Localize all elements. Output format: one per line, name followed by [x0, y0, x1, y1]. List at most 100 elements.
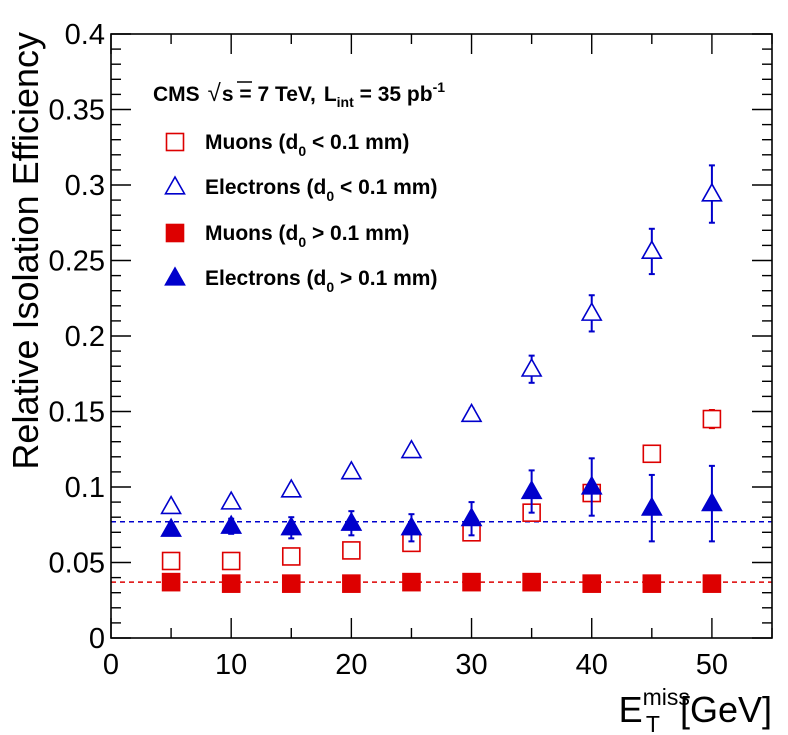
data-point [460, 507, 483, 527]
x-axis-label-sub: T [646, 711, 660, 735]
series-triangle-filled [160, 457, 723, 543]
data-point [340, 511, 363, 531]
legend-label: Muons (d0 > 0.1 mm) [205, 222, 409, 250]
data-point [640, 496, 663, 516]
data-point [342, 574, 361, 593]
data-point [161, 551, 181, 571]
y-tick-label: 0.25 [49, 246, 105, 278]
data-point [642, 574, 662, 593]
legend-label-tail: > 0.1 mm) [306, 222, 409, 245]
x-axis-label: Emiss T [GeV] [619, 684, 772, 735]
legend-label-tail: < 0.1 mm) [334, 176, 437, 199]
series-square-open [161, 408, 722, 571]
legend-label-main: Electrons (d [205, 267, 326, 290]
x-tick-label: 10 [215, 649, 247, 681]
x-tick-label: 30 [455, 649, 487, 681]
data-point [582, 574, 602, 593]
tick-labels: 0 10 20 30 40 50 0 0.05 0.1 0.15 0.2 0.25 0.3 0.35 0.4 [49, 19, 728, 681]
data-point [280, 516, 303, 536]
header-lumi-main: L [324, 83, 337, 106]
data-point [522, 572, 541, 592]
legend-marker [164, 266, 186, 286]
legend-entry: Muons (d0 > 0.1 mm) [165, 222, 409, 250]
legend-label-tail: < 0.1 mm) [306, 131, 409, 154]
series-square-filled [161, 572, 722, 593]
y-tick-label: 0.2 [65, 321, 105, 353]
data-points [160, 164, 723, 593]
legend-header: CMS √s = 7 TeV, Lint = 35 pb-1 [153, 79, 445, 110]
header-lumi-sub: int [337, 94, 354, 110]
x-axis-label-unit: [GeV] [670, 689, 772, 730]
header-lumi-value: = 35 pb [354, 83, 433, 106]
data-point [580, 301, 603, 321]
legend-label: Electrons (d0 < 0.1 mm) [205, 176, 437, 204]
legend: Muons (d0 < 0.1 mm)Electrons (d0 < 0.1 m… [164, 131, 437, 295]
legend-entry: Electrons (d0 > 0.1 mm) [164, 266, 437, 295]
y-tick-label: 0.05 [49, 548, 105, 580]
data-point [161, 572, 181, 592]
legend-label-sub: 0 [298, 234, 306, 250]
data-point [640, 239, 663, 260]
y-tick-label: 0.4 [65, 19, 105, 51]
legend-label-sub: 0 [298, 143, 306, 159]
data-point [221, 551, 241, 571]
data-point [220, 514, 243, 534]
y-tick-label: 0.35 [49, 95, 105, 127]
header-experiment: CMS [153, 83, 200, 106]
legend-label-main: Muons (d [205, 222, 298, 245]
legend-marker [164, 175, 186, 195]
series-triangle-open [160, 164, 723, 515]
y-tick-label: 0 [89, 623, 105, 655]
data-point [520, 357, 543, 377]
y-tick-label: 0.3 [65, 170, 105, 202]
legend-entry: Electrons (d0 < 0.1 mm) [164, 175, 437, 204]
reference-lines [111, 520, 772, 583]
x-tick-label: 50 [696, 649, 728, 681]
x-tick-label: 20 [335, 649, 367, 681]
data-point [642, 444, 662, 464]
data-point [281, 574, 301, 593]
data-point [221, 574, 241, 593]
legend-marker [165, 223, 185, 243]
data-point [280, 478, 303, 498]
legend-label-main: Electrons (d [205, 176, 326, 199]
data-point [701, 491, 723, 512]
data-point [580, 475, 603, 495]
data-point [160, 517, 182, 537]
data-point [460, 402, 483, 423]
plot-frame [110, 33, 773, 639]
legend-label-sub: 0 [326, 188, 334, 204]
data-point [220, 490, 243, 510]
axis-ticks [110, 33, 773, 639]
data-point [520, 479, 543, 500]
data-point [462, 572, 481, 592]
sqrt-symbol: √ [208, 80, 222, 107]
data-point [702, 574, 722, 593]
legend-label: Muons (d0 < 0.1 mm) [205, 131, 409, 159]
data-point [400, 439, 423, 459]
legend-label: Electrons (d0 > 0.1 mm) [205, 267, 437, 295]
data-point [281, 547, 301, 566]
y-tick-label: 0.15 [49, 397, 105, 429]
x-tick-label: 0 [103, 649, 119, 681]
x-axis-label-main: E [619, 689, 643, 730]
legend-marker [165, 132, 185, 152]
data-point [400, 516, 423, 536]
y-axis-label: Relative Isolation Efficiency [5, 32, 46, 470]
legend-label-main: Muons (d [205, 131, 298, 154]
data-point [702, 409, 722, 429]
data-point [160, 494, 182, 515]
data-point [402, 572, 421, 592]
x-tick-label: 40 [576, 649, 608, 681]
legend-label-sub: 0 [326, 279, 334, 295]
header-energy: s = 7 TeV, [222, 83, 316, 106]
legend-entry: Muons (d0 < 0.1 mm) [165, 131, 409, 159]
x-axis-label-sup: miss [643, 684, 690, 710]
y-tick-label: 0.1 [65, 472, 105, 504]
legend-label-tail: > 0.1 mm) [334, 267, 437, 290]
header-lumi-sup: -1 [433, 79, 446, 95]
data-point [342, 541, 361, 560]
data-point [701, 182, 723, 202]
data-point [340, 460, 363, 480]
